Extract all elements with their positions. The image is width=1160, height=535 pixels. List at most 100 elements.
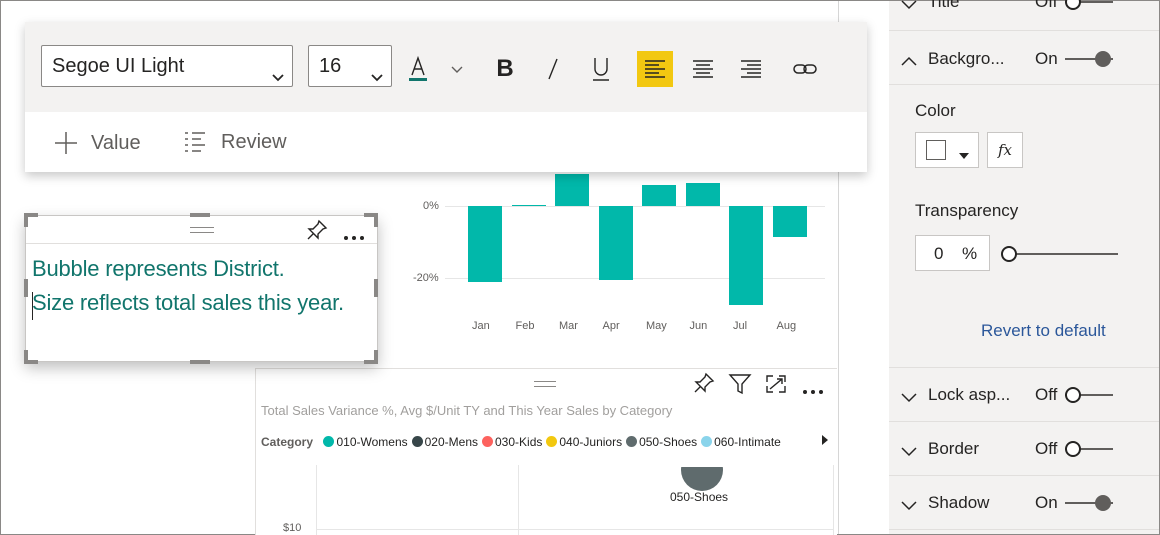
text-cursor <box>32 292 33 320</box>
bold-button[interactable]: B <box>487 51 523 87</box>
y-tick-label: -20% <box>413 272 439 284</box>
section-lock-aspect[interactable]: Lock asp... Off <box>889 368 1159 422</box>
resize-handle-bottom[interactable] <box>190 360 210 364</box>
legend-item[interactable]: 010-Womens <box>323 435 408 449</box>
gridline <box>445 206 825 207</box>
section-label: Title <box>928 0 960 11</box>
color-picker[interactable] <box>915 132 979 168</box>
color-label: Color <box>915 101 956 120</box>
scatter-chart[interactable]: Total Sales Variance %, Avg $/Unit TY an… <box>255 368 837 535</box>
bar-may[interactable] <box>642 185 676 206</box>
legend-item[interactable]: 040-Juniors <box>546 435 622 449</box>
pin-icon[interactable] <box>306 219 328 246</box>
transparency-label: Transparency <box>915 201 1019 220</box>
align-left-button[interactable] <box>637 51 673 87</box>
section-label: Border <box>928 439 980 458</box>
bar-jun[interactable] <box>685 182 720 206</box>
align-right-button[interactable] <box>733 51 769 87</box>
underline-button[interactable] <box>583 51 619 87</box>
divider <box>889 529 1159 530</box>
chevron-down-icon <box>901 444 917 462</box>
resize-handle-tr[interactable] <box>364 213 378 217</box>
fx-button[interactable]: fx <box>987 132 1023 168</box>
resize-handle-bl[interactable] <box>24 350 28 364</box>
bar-jul[interactable] <box>729 206 763 305</box>
legend-item[interactable]: 060-Intimate <box>701 435 781 449</box>
resize-handle-tr[interactable] <box>374 213 378 227</box>
drag-handle[interactable] <box>534 381 556 387</box>
chevron-down-icon <box>901 0 917 15</box>
shadow-toggle[interactable] <box>1065 494 1113 512</box>
font-color-dropdown[interactable] <box>439 51 475 87</box>
divider <box>889 421 1159 422</box>
focus-mode-icon[interactable] <box>764 373 788 400</box>
bar-aug[interactable] <box>772 206 807 237</box>
column-chart[interactable]: 0% -20% Jan Feb Mar Apr May Jun Jul Aug <box>395 172 835 352</box>
bar-mar[interactable] <box>555 173 589 206</box>
chevron-up-icon <box>901 53 917 71</box>
section-title[interactable]: Title Off <box>889 0 1159 17</box>
plot-area-line <box>518 465 519 535</box>
review-button[interactable]: Review <box>183 130 287 154</box>
text-format-toolbar: Segoe UI Light 16 B Value <box>25 22 867 172</box>
legend-item[interactable]: 050-Shoes <box>626 435 697 449</box>
bubble[interactable] <box>681 467 723 491</box>
caret-down-icon <box>958 147 970 165</box>
transparency-value: 0 <box>934 244 944 263</box>
legend-title: Category <box>261 435 314 449</box>
drag-handle[interactable] <box>190 227 214 233</box>
section-border[interactable]: Border Off <box>889 422 1159 476</box>
more-options-icon[interactable] <box>802 382 824 400</box>
italic-button[interactable] <box>535 51 571 87</box>
legend-next-arrow[interactable] <box>821 433 829 451</box>
resize-handle-tl[interactable] <box>24 213 38 217</box>
bar-apr[interactable] <box>598 206 633 280</box>
font-size-value: 16 <box>319 55 342 77</box>
plus-icon <box>55 132 77 154</box>
resize-handle-tl[interactable] <box>24 213 28 227</box>
plot-area-line <box>833 465 834 535</box>
title-toggle[interactable] <box>1065 0 1113 11</box>
bubble-label: 050-Shoes <box>670 490 729 504</box>
resize-handle-br[interactable] <box>364 360 378 364</box>
resize-handle-left[interactable] <box>24 279 28 297</box>
bar-jan[interactable] <box>468 206 502 282</box>
text-box-visual[interactable]: Bubble represents District. Size reflect… <box>25 215 378 362</box>
resize-handle-bl[interactable] <box>24 360 38 364</box>
filter-icon[interactable] <box>728 373 752 400</box>
text-line-1[interactable]: Bubble represents District. <box>32 256 285 281</box>
link-button[interactable] <box>787 51 823 87</box>
legend-label: 030-Kids <box>495 435 543 449</box>
section-state: On <box>1035 493 1058 512</box>
legend-item[interactable]: 030-Kids <box>482 435 542 449</box>
review-label: Review <box>221 130 287 153</box>
revert-to-default-link[interactable]: Revert to default <box>981 321 1106 340</box>
section-shadow[interactable]: Shadow On <box>889 476 1159 530</box>
background-toggle[interactable] <box>1065 50 1113 68</box>
pin-icon[interactable] <box>693 372 715 399</box>
transparency-slider-track[interactable] <box>1004 253 1118 255</box>
section-background[interactable]: Backgro... On <box>889 31 1159 85</box>
bar-feb[interactable] <box>511 204 546 206</box>
legend-item[interactable]: 020-Mens <box>411 435 478 449</box>
chevron-down-icon <box>371 58 383 82</box>
section-state: Off <box>1035 385 1058 404</box>
add-value-button[interactable]: Value <box>53 130 141 156</box>
transparency-slider-thumb[interactable] <box>1001 246 1017 262</box>
more-options-icon[interactable] <box>343 228 365 246</box>
visual-header <box>26 216 377 244</box>
align-center-button[interactable] <box>685 51 721 87</box>
transparency-input[interactable]: 0 % <box>915 235 990 271</box>
legend-label: 050-Shoes <box>639 435 698 449</box>
font-color-button[interactable] <box>400 51 436 87</box>
resize-handle-br[interactable] <box>374 350 378 364</box>
font-size-dropdown[interactable]: 16 <box>308 45 392 87</box>
legend-label: 040-Juniors <box>559 435 623 449</box>
legend: Category 010-Womens 020-Mens 030-Kids 040-J… <box>261 433 826 451</box>
lock-aspect-toggle[interactable] <box>1065 386 1113 404</box>
resize-handle-right[interactable] <box>374 279 378 297</box>
resize-handle-top[interactable] <box>190 213 210 217</box>
font-family-dropdown[interactable]: Segoe UI Light <box>41 45 293 87</box>
border-toggle[interactable] <box>1065 440 1113 458</box>
text-line-2[interactable]: Size reflects total sales this year. <box>32 290 344 315</box>
